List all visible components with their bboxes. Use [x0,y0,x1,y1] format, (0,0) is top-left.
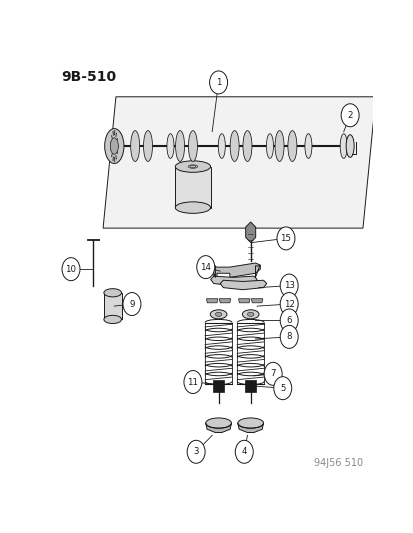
Polygon shape [251,298,262,303]
Circle shape [280,293,297,316]
Ellipse shape [175,161,210,172]
Ellipse shape [247,312,253,317]
Text: 12: 12 [283,300,294,309]
Circle shape [276,227,294,250]
Ellipse shape [230,131,239,161]
Text: 9B-510: 9B-510 [61,70,116,84]
Text: 2: 2 [347,111,352,120]
Circle shape [263,362,281,385]
Ellipse shape [304,134,311,158]
Polygon shape [245,222,255,243]
Circle shape [280,309,297,332]
Ellipse shape [345,135,353,157]
Polygon shape [238,298,249,303]
Circle shape [196,256,214,279]
Bar [104,293,121,319]
Ellipse shape [175,202,210,213]
Circle shape [280,325,297,349]
Ellipse shape [242,131,252,161]
Ellipse shape [104,316,121,324]
Ellipse shape [215,312,221,317]
Polygon shape [210,276,256,286]
Ellipse shape [115,134,122,158]
Circle shape [340,104,358,127]
Circle shape [62,257,80,281]
Ellipse shape [205,418,231,428]
Ellipse shape [110,138,118,154]
Ellipse shape [274,131,283,161]
Ellipse shape [237,418,263,428]
Ellipse shape [188,131,197,161]
Circle shape [235,440,253,463]
Text: 14: 14 [200,263,211,272]
Text: 11: 11 [187,377,198,386]
Ellipse shape [339,134,347,158]
Circle shape [209,71,227,94]
Circle shape [280,274,297,297]
Ellipse shape [166,134,173,158]
Ellipse shape [175,131,184,161]
Text: 4: 4 [241,447,247,456]
Text: 94J56 510: 94J56 510 [313,458,362,468]
Ellipse shape [266,134,273,158]
Text: 1: 1 [215,78,221,87]
Circle shape [183,370,202,393]
Bar [244,380,256,392]
Text: 10: 10 [65,265,76,273]
Bar [175,166,210,207]
Circle shape [123,293,140,316]
Text: 7: 7 [270,369,275,378]
Ellipse shape [131,131,139,161]
Text: 6: 6 [286,316,291,325]
Circle shape [273,377,291,400]
Polygon shape [210,263,260,277]
Text: 13: 13 [283,281,294,290]
Ellipse shape [242,310,259,319]
Ellipse shape [104,289,121,297]
Bar [212,380,224,392]
Polygon shape [219,298,230,303]
Polygon shape [237,423,263,432]
Polygon shape [205,423,231,432]
Ellipse shape [104,128,123,164]
Ellipse shape [287,131,296,161]
Polygon shape [220,280,266,290]
Circle shape [187,440,204,463]
Ellipse shape [210,310,226,319]
Text: 9: 9 [129,300,134,309]
Text: 15: 15 [280,234,291,243]
Text: 3: 3 [193,447,198,456]
Ellipse shape [218,134,225,158]
Ellipse shape [143,131,152,161]
Polygon shape [103,97,375,228]
Text: 8: 8 [286,333,291,341]
Text: 5: 5 [279,384,285,393]
Polygon shape [206,298,217,303]
